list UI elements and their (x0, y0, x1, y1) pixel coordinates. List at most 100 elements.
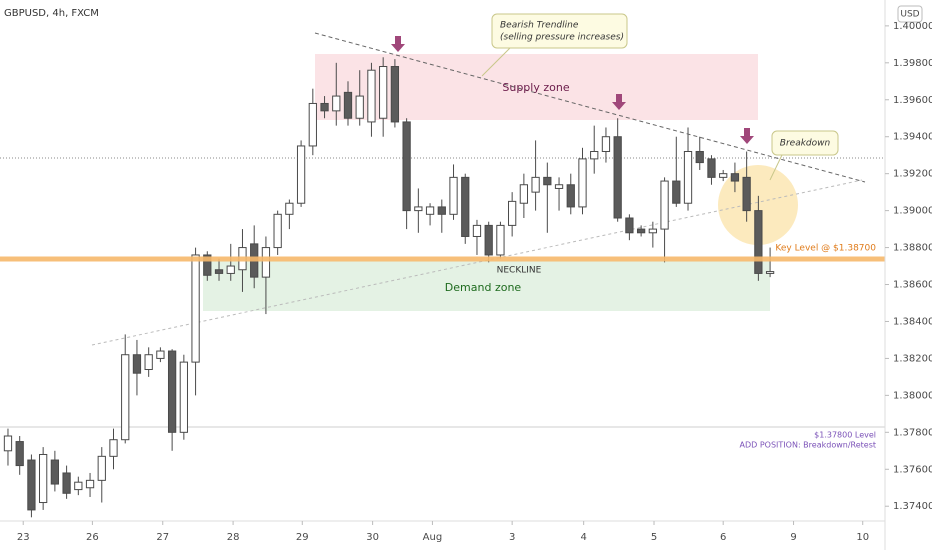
level-label: $1.37800 Level (814, 431, 876, 440)
candle-body (50, 459, 60, 485)
candle-body (167, 350, 177, 433)
y-tick-label: 1.40000 (893, 21, 932, 32)
x-tick-label: 30 (366, 532, 379, 543)
candle-body (461, 176, 470, 237)
symbol-label: GBPUSD, 4h, FXCM (4, 8, 99, 19)
x-tick-label: 6 (720, 532, 726, 543)
candle-body (39, 453, 48, 504)
candle-body (660, 180, 669, 230)
candle-body (62, 472, 71, 494)
candle-body (508, 200, 517, 226)
annotations: Bearish Trendline (selling pressure incr… (0, 8, 885, 450)
y-tick-label: 1.39800 (893, 58, 932, 69)
arrow (391, 36, 405, 52)
y-tick-label: 1.37600 (893, 464, 932, 475)
callout-note: (selling pressure increases) (500, 33, 624, 43)
candle-body (719, 173, 728, 178)
candle-body (754, 210, 763, 274)
candle-body (554, 184, 564, 189)
y-tick-label: 1.39200 (893, 169, 932, 180)
callout-box (491, 13, 628, 49)
candle-body (578, 158, 587, 208)
candle-body (636, 228, 646, 234)
currency-label: USD (900, 10, 919, 20)
bearish-trendline (314, 32, 866, 183)
candle-body (519, 184, 529, 204)
candle-body (566, 184, 575, 208)
candle-body (367, 69, 376, 123)
y-tick-label: 1.38000 (893, 390, 932, 401)
arrow (740, 128, 754, 144)
candle-body (74, 481, 83, 491)
x-tick-label: 4 (580, 532, 586, 543)
x-tick-label: 23 (17, 532, 30, 543)
candle-body (27, 459, 36, 511)
candle-body (355, 95, 364, 119)
demand-label: Demand zone (445, 281, 522, 294)
candle-body (320, 102, 329, 112)
y-tick-label: 1.39600 (893, 95, 932, 106)
x-tick-label: 10 (856, 532, 869, 543)
y-tick-label: 1.38600 (893, 280, 932, 291)
y-tick-label: 1.37800 (893, 427, 932, 438)
supply-zone (315, 54, 758, 120)
callout-box (771, 130, 839, 156)
candle-body (261, 247, 271, 278)
x-tick-label: 27 (156, 532, 169, 543)
x-tick-label: 29 (296, 532, 309, 543)
callout-title: Bearish Trendline (500, 21, 579, 31)
candle-body (402, 121, 411, 212)
key-level-label: Key Level @ $1.38700 (775, 244, 876, 254)
candle-body (472, 224, 482, 237)
y-tick-label: 1.38800 (893, 243, 932, 254)
candle-body (625, 217, 634, 234)
candle-body (648, 228, 657, 234)
candle-body (425, 206, 435, 215)
x-tick-label: 3 (509, 532, 515, 543)
candle-body (285, 202, 294, 215)
x-tick-label: Aug (423, 532, 443, 543)
y-tick-label: 1.37400 (893, 501, 932, 512)
candle-body (765, 271, 775, 274)
neckline (91, 179, 863, 346)
candle-body (414, 206, 423, 212)
candle-body (156, 350, 165, 359)
neckline-label: NECKLINE (497, 266, 542, 276)
candle-body (203, 254, 212, 276)
overlays (0, 54, 885, 428)
candle-body (449, 176, 458, 215)
candle-body (730, 173, 740, 182)
y-tick-label: 1.39000 (893, 206, 932, 217)
candle-body (121, 354, 130, 441)
callout-pointer (481, 47, 511, 77)
candle-body (683, 150, 693, 204)
candle-body (191, 254, 200, 363)
x-tick-label: 26 (86, 532, 99, 543)
candle-body (590, 150, 599, 160)
candle-body (132, 354, 142, 374)
candle-body (308, 102, 317, 147)
candle-body (601, 136, 611, 152)
y-tick-label: 1.38200 (893, 353, 932, 364)
y-tick-label: 1.38400 (893, 316, 932, 327)
x-tick-label: 5 (651, 532, 657, 543)
candle-body (531, 176, 540, 193)
candle-body (613, 136, 622, 219)
candle-body (226, 265, 235, 274)
callout-pointer (769, 154, 783, 181)
candle-body (144, 354, 153, 371)
candle-body (343, 91, 353, 119)
candle-body (85, 479, 95, 489)
candle-body (707, 158, 716, 178)
candle-body (3, 435, 13, 452)
y-tick-label: 1.39400 (893, 132, 932, 143)
candle-body (695, 150, 704, 164)
candle-body (332, 95, 341, 112)
candle-body (496, 224, 505, 256)
candle-body (437, 206, 446, 215)
candle-body (97, 455, 106, 481)
arrow (612, 94, 626, 110)
candle-body (214, 269, 224, 274)
candle-body (543, 176, 552, 186)
